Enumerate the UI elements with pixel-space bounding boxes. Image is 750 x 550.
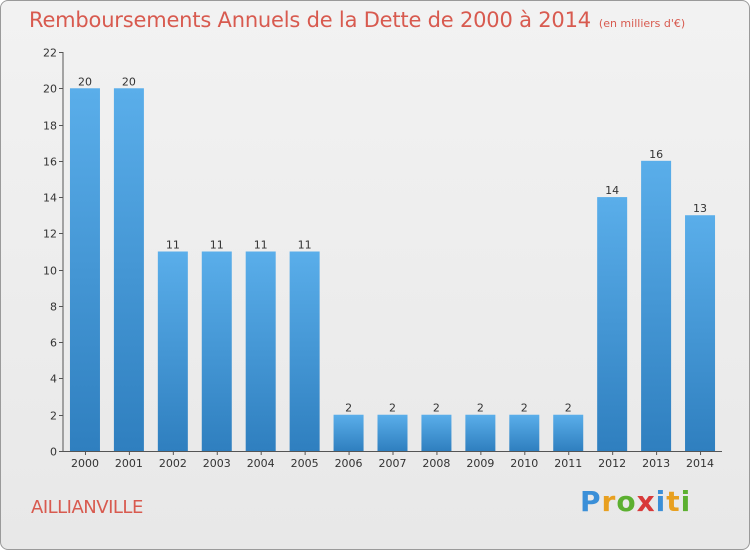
x-tick-label: 2014 <box>686 457 714 470</box>
bar-value-label: 11 <box>166 239 180 252</box>
y-tick-label: 0 <box>50 446 57 459</box>
bar-value-label: 20 <box>78 75 92 88</box>
bar-value-label: 14 <box>605 184 619 197</box>
bar-value-label: 16 <box>649 148 663 161</box>
bar[interactable] <box>509 414 540 451</box>
x-tick-label: 2005 <box>291 457 319 470</box>
bar-value-label: 2 <box>565 402 572 415</box>
title-text: Remboursements Annuels de la Dette de 20… <box>29 8 591 32</box>
bar[interactable] <box>685 215 716 451</box>
y-tick-label: 4 <box>50 373 57 386</box>
x-tick-label: 2008 <box>422 457 450 470</box>
x-tick-label: 2011 <box>554 457 582 470</box>
bar-value-label: 11 <box>254 239 268 252</box>
logo-letter: t <box>666 485 681 518</box>
bar[interactable] <box>201 251 232 452</box>
x-tick-label: 2003 <box>203 457 231 470</box>
chart-subtitle: (en milliers d'€) <box>598 17 686 30</box>
bar[interactable] <box>465 414 496 451</box>
logo-letter: o <box>616 485 637 518</box>
bar[interactable] <box>333 414 364 451</box>
chart-title: Remboursements Annuels de la Dette de 20… <box>29 8 685 32</box>
proxiti-logo[interactable]: Proxiti <box>580 485 691 518</box>
bar-value-label: 11 <box>298 239 312 252</box>
bar[interactable] <box>421 414 452 451</box>
bar[interactable] <box>641 160 672 451</box>
logo-letter: i <box>655 485 667 518</box>
y-tick-label: 18 <box>43 120 57 133</box>
x-tick-label: 2009 <box>466 457 494 470</box>
x-tick-label: 2012 <box>598 457 626 470</box>
bar-value-label: 11 <box>210 239 224 252</box>
x-tick-label: 2013 <box>642 457 670 470</box>
x-tick-label: 2000 <box>71 457 99 470</box>
x-tick-label: 2001 <box>115 457 143 470</box>
x-tick-label: 2002 <box>159 457 187 470</box>
y-tick-label: 22 <box>43 47 57 60</box>
y-tick-label: 14 <box>43 192 57 205</box>
bar[interactable] <box>113 88 144 451</box>
bar[interactable] <box>157 251 188 452</box>
bar-value-label: 2 <box>345 402 352 415</box>
bar[interactable] <box>553 414 584 451</box>
logo-letter: P <box>580 485 602 518</box>
bar[interactable] <box>597 197 628 451</box>
y-tick-label: 8 <box>50 301 57 314</box>
bar-value-label: 2 <box>389 402 396 415</box>
x-tick-label: 2010 <box>510 457 538 470</box>
bar-value-label: 2 <box>521 402 528 415</box>
bar-value-label: 2 <box>433 402 440 415</box>
y-tick-label: 2 <box>50 410 57 423</box>
town-name: AILLIANVILLE <box>31 497 143 518</box>
y-tick-label: 6 <box>50 337 57 350</box>
logo-letter: x <box>636 485 656 518</box>
bar-value-label: 2 <box>477 402 484 415</box>
bar-value-label: 13 <box>693 202 707 215</box>
y-tick-label: 20 <box>43 83 57 96</box>
bar[interactable] <box>245 251 276 452</box>
x-tick-label: 2004 <box>247 457 275 470</box>
logo-letter: i <box>680 485 692 518</box>
y-tick-label: 10 <box>43 265 57 278</box>
bar-value-label: 20 <box>122 75 136 88</box>
x-tick-label: 2006 <box>335 457 363 470</box>
logo-letter: r <box>601 485 617 518</box>
x-tick-label: 2007 <box>379 457 407 470</box>
bar[interactable] <box>289 251 320 452</box>
y-tick-label: 12 <box>43 228 57 241</box>
bar[interactable] <box>69 88 100 451</box>
bar[interactable] <box>377 414 408 451</box>
y-tick-label: 16 <box>43 156 57 169</box>
